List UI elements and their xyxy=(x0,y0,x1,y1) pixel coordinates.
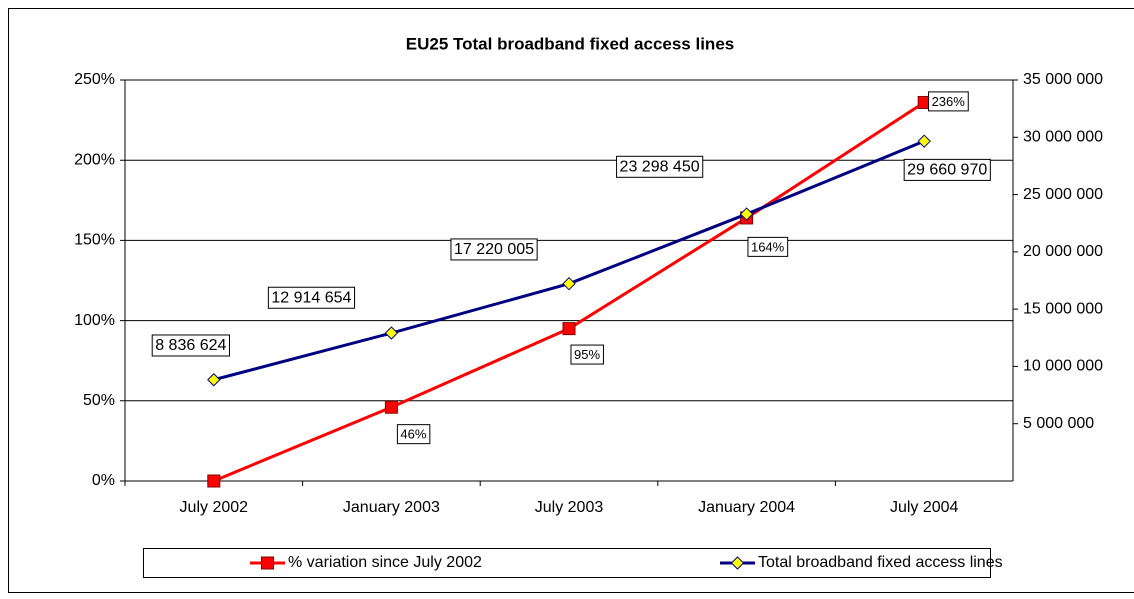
y2-tick-label: 30 000 000 xyxy=(1023,129,1103,146)
data-label: 95% xyxy=(574,347,600,362)
marker xyxy=(562,277,576,291)
data-label-box xyxy=(570,344,604,365)
data-label: 12 914 654 xyxy=(271,289,351,306)
y2-tick-label: 10 000 000 xyxy=(1023,358,1103,375)
y2-tick-label: 35 000 000 xyxy=(1023,71,1103,88)
data-label-box xyxy=(747,236,789,257)
marker xyxy=(207,474,221,488)
data-label-box xyxy=(903,158,991,181)
x-tick-label: January 2003 xyxy=(343,499,440,516)
marker xyxy=(207,373,221,387)
y-tick-label: 200% xyxy=(74,151,115,168)
marker xyxy=(261,556,274,570)
y-tick-label: 100% xyxy=(74,312,115,329)
data-label-box xyxy=(928,91,969,112)
data-label-box xyxy=(151,334,230,357)
data-label: 17 220 005 xyxy=(454,241,534,258)
marker xyxy=(384,400,398,414)
x-tick-label: January 2004 xyxy=(698,499,795,516)
marker xyxy=(730,556,745,570)
x-tick-label: July 2004 xyxy=(890,499,959,516)
data-label: 46% xyxy=(400,427,426,442)
y2-tick-label: 15 000 000 xyxy=(1023,300,1103,317)
legend-label: % variation since July 2002 xyxy=(288,554,482,571)
y2-tick-label: 5 000 000 xyxy=(1023,415,1094,432)
y2-tick-label: 25 000 000 xyxy=(1023,186,1103,203)
data-label: 236% xyxy=(932,94,966,109)
legend-label: Total broadband fixed access lines xyxy=(758,554,1003,571)
y2-tick-label: 20 000 000 xyxy=(1023,243,1103,260)
y-tick-label: 50% xyxy=(83,392,115,409)
data-label: 23 298 450 xyxy=(620,158,700,175)
y-tick-label: 250% xyxy=(74,71,115,88)
data-label: 29 660 970 xyxy=(907,161,987,178)
data-label: 8 836 624 xyxy=(155,337,226,354)
data-label-box xyxy=(267,286,356,309)
marker xyxy=(739,207,754,221)
marker xyxy=(384,326,399,340)
data-label-box xyxy=(396,424,431,445)
data-label: 164% xyxy=(751,239,785,254)
y-tick-label: 150% xyxy=(74,232,115,249)
x-tick-label: July 2002 xyxy=(180,499,249,516)
data-label-box xyxy=(450,238,538,261)
chart-title: EU25 Total broadband fixed access lines xyxy=(406,34,734,53)
marker xyxy=(917,134,931,148)
marker xyxy=(562,322,576,336)
y-tick-label: 0% xyxy=(92,472,115,489)
x-tick-label: July 2003 xyxy=(535,499,604,516)
data-label-box xyxy=(616,155,704,178)
